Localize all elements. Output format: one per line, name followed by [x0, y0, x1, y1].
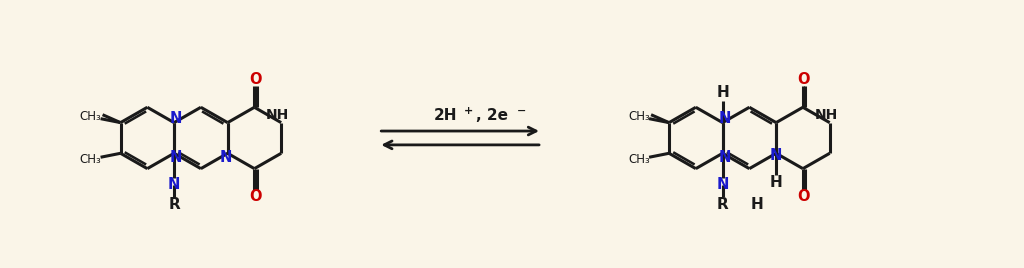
Text: N: N: [170, 150, 182, 165]
Text: N: N: [770, 148, 782, 163]
Text: O: O: [249, 72, 262, 87]
Text: CH₃: CH₃: [629, 110, 650, 123]
Text: −: −: [517, 106, 526, 116]
Text: N: N: [717, 177, 729, 192]
Text: +: +: [464, 106, 473, 116]
Text: 2H: 2H: [433, 108, 457, 123]
Text: O: O: [249, 189, 262, 204]
Text: O: O: [798, 189, 810, 204]
Text: , 2e: , 2e: [476, 108, 508, 123]
Text: N: N: [168, 177, 180, 192]
Text: CH₃: CH₃: [80, 153, 101, 166]
Text: H: H: [770, 176, 782, 191]
Text: N: N: [719, 150, 731, 165]
Text: NH: NH: [815, 108, 838, 122]
Text: H: H: [752, 197, 764, 212]
Text: N: N: [219, 150, 231, 165]
Text: O: O: [798, 72, 810, 87]
Text: H: H: [716, 85, 729, 100]
Text: CH₃: CH₃: [629, 153, 650, 166]
Text: NH: NH: [266, 108, 290, 122]
Text: R: R: [717, 197, 728, 212]
Text: R: R: [168, 197, 180, 212]
Text: CH₃: CH₃: [80, 110, 101, 123]
Text: N: N: [170, 111, 182, 126]
Text: N: N: [719, 111, 731, 126]
